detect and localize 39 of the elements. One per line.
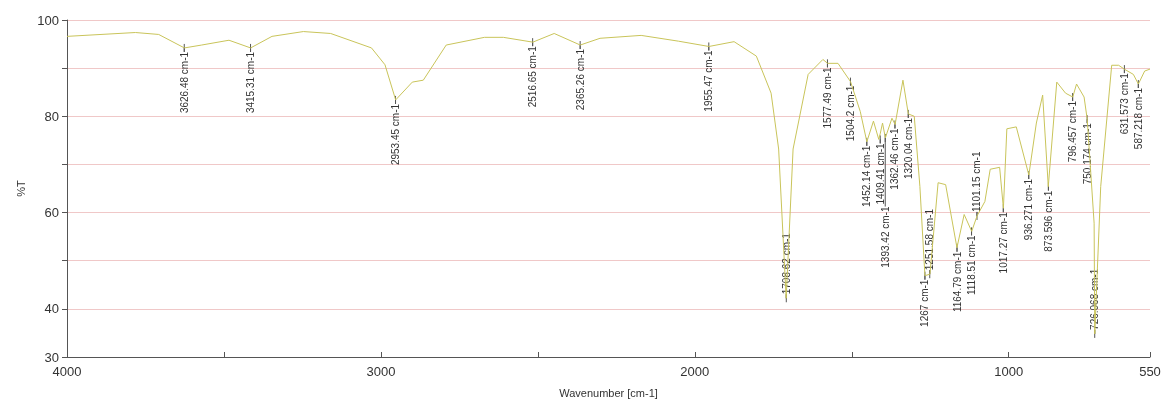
annotation: 1504.2 cm-1 — [844, 85, 856, 142]
annotation: 1118.51 cm-1 — [966, 234, 978, 296]
annotation: 1164.79 cm-1 — [951, 251, 963, 313]
y-tick-label: 80 — [44, 108, 59, 124]
annotation: 1251.58 cm-1 — [924, 208, 936, 271]
annotation: 587.218 cm-1 — [1132, 87, 1144, 150]
annotation: 631.573 cm-1 — [1118, 72, 1130, 135]
annotation: 1452.14 cm-1 — [861, 145, 873, 207]
y-axis-title: %T — [14, 179, 27, 197]
y-tick-label: 30 — [44, 349, 59, 365]
annotation: 750.174 cm-1 — [1081, 122, 1093, 185]
annotation: 1017.27 cm-1 — [997, 211, 1009, 274]
x-axis-title: Wavenumber [cm-1] — [559, 386, 658, 399]
y-tick-label: 60 — [44, 205, 59, 221]
annotation: 3415.31 cm-1 — [245, 51, 257, 114]
annotation: 1393.42 cm-1 — [879, 206, 891, 268]
y-tick-label: 100 — [37, 12, 59, 28]
annotation: 2953.45 cm-1 — [390, 103, 402, 166]
x-tick-label: 4000 — [52, 364, 82, 379]
annotation: 1362.46 cm-1 — [889, 128, 901, 190]
y-tick-label: 40 — [44, 301, 59, 317]
annotation: 2516.65 cm-1 — [527, 45, 539, 108]
annotation: 1955.47 cm-1 — [703, 50, 715, 112]
annotation: 726.068 cm-1 — [1089, 268, 1101, 330]
x-tick-label: 550 — [1139, 364, 1161, 379]
annotation: 1101.15 cm-1 — [971, 151, 983, 212]
annotation: 2365.26 cm-1 — [574, 48, 586, 111]
annotation: 796.457 cm-1 — [1067, 100, 1079, 163]
x-tick-label: 3000 — [366, 364, 396, 379]
annotation: 1320.04 cm-1 — [902, 117, 914, 180]
annotation: 1708.62 cm-1 — [780, 232, 792, 295]
annotation: 936.271 cm-1 — [1023, 178, 1035, 241]
annotation: 873.596 cm-1 — [1042, 190, 1054, 252]
annotation: 1577.49 cm-1 — [821, 66, 833, 129]
x-tick-label: 1000 — [994, 364, 1024, 379]
annotation: 1409.41 cm-1 — [874, 142, 886, 205]
annotation: 1267 cm-1 — [919, 279, 931, 327]
x-tick-label: 2000 — [680, 364, 710, 379]
annotation: 3626.48 cm-1 — [178, 51, 190, 114]
